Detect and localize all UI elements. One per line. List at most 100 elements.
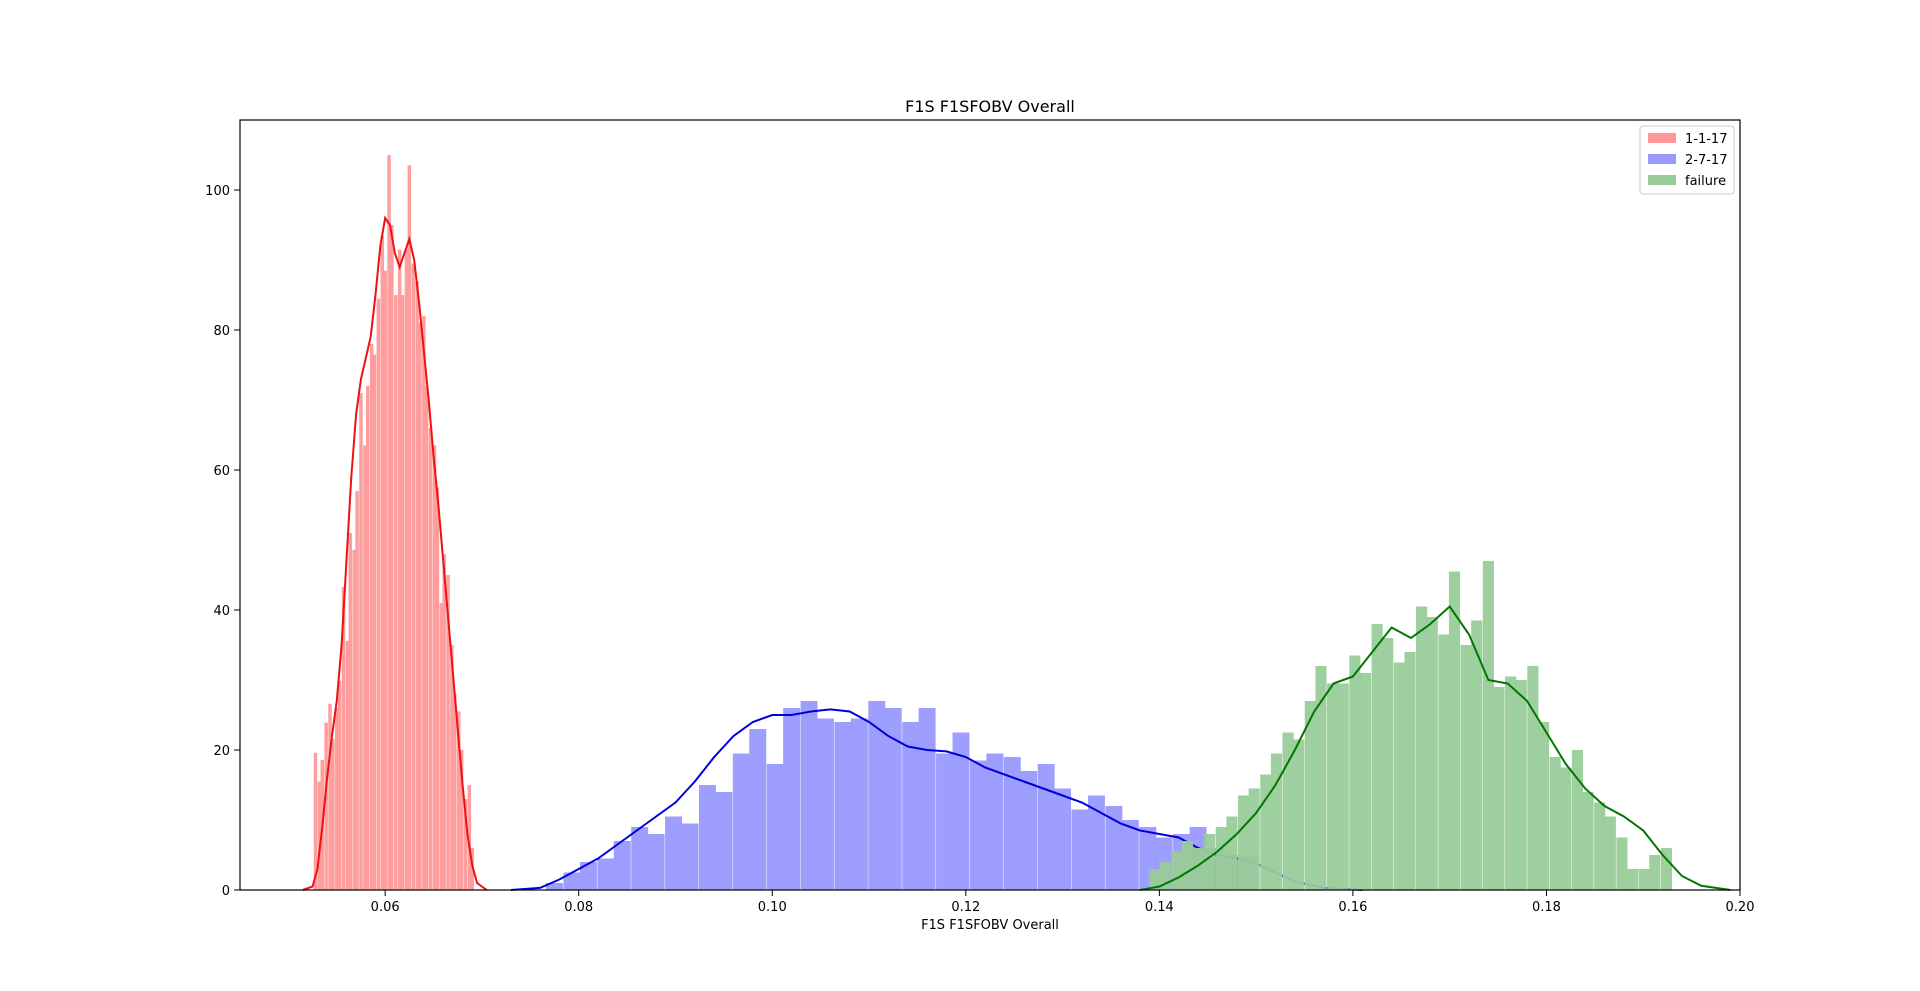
histogram-bar xyxy=(1204,834,1216,890)
histogram-bar xyxy=(850,718,868,890)
histogram-bar xyxy=(400,295,405,890)
kde-line xyxy=(302,215,488,891)
histogram-bar xyxy=(1304,701,1316,890)
histogram-bar xyxy=(579,862,597,890)
legend-label: 1-1-17 xyxy=(1685,132,1727,147)
histogram-bar xyxy=(732,753,750,890)
histogram-bar xyxy=(1148,869,1161,890)
histogram-bar xyxy=(1582,792,1594,890)
y-tick-label: 0 xyxy=(222,884,230,899)
histogram-bar xyxy=(345,640,350,890)
histogram-bar xyxy=(394,295,398,890)
histogram-bar xyxy=(834,722,852,890)
histogram-bar xyxy=(1105,806,1123,890)
histogram-bar xyxy=(324,722,328,890)
x-tick-label: 0.16 xyxy=(1338,900,1367,915)
histogram-bar xyxy=(1171,851,1183,890)
axes-frame xyxy=(239,119,1741,891)
kde-line xyxy=(1139,604,1731,891)
histogram-bar xyxy=(411,263,415,890)
histogram-bar xyxy=(783,708,801,890)
histogram-bar xyxy=(1493,687,1505,890)
x-tick-label: 0.06 xyxy=(371,900,400,915)
histogram-bar xyxy=(1315,666,1327,890)
histogram-bar xyxy=(1660,848,1673,890)
histogram-bar xyxy=(428,428,433,890)
histogram-bar xyxy=(1527,666,1539,890)
histogram-bar xyxy=(1471,620,1483,890)
y-axis: 0 20 40 60 80 100 xyxy=(205,184,240,899)
histogram-bar xyxy=(390,225,394,890)
histogram-bar xyxy=(372,354,377,890)
histogram-bar xyxy=(422,316,426,890)
series-2-group xyxy=(1139,561,1731,891)
histogram-bar xyxy=(936,753,953,890)
x-tick-label: 0.14 xyxy=(1145,900,1174,915)
x-tick-label: 0.20 xyxy=(1726,900,1755,915)
histogram-bar xyxy=(335,708,339,890)
histogram-bar xyxy=(1159,862,1171,890)
x-tick-label: 0.12 xyxy=(951,900,980,915)
legend-swatch xyxy=(1648,175,1676,185)
histogram-bar xyxy=(1604,816,1616,890)
histogram-bar xyxy=(1505,676,1517,890)
legend-swatch xyxy=(1648,133,1676,143)
histogram-bar xyxy=(1181,841,1193,890)
histogram-bar xyxy=(1260,774,1272,890)
legend-label: failure xyxy=(1685,174,1726,189)
histogram-bar xyxy=(884,708,902,890)
histogram-bar xyxy=(952,732,970,890)
histogram-bar xyxy=(918,708,936,890)
histogram-bar xyxy=(418,323,422,890)
y-tick-label: 80 xyxy=(213,324,230,339)
legend: 1-1-17 2-7-17 failure xyxy=(1639,125,1735,195)
histogram-bar xyxy=(442,554,446,890)
histogram-bar xyxy=(369,344,374,890)
histogram-bar xyxy=(337,680,342,890)
histogram-bar xyxy=(1515,680,1527,890)
histogram-bar xyxy=(348,533,353,890)
histogram-bar xyxy=(1448,571,1461,890)
histogram-bar xyxy=(1571,750,1583,890)
histogram-bar xyxy=(1020,771,1038,890)
histogram-bar xyxy=(1327,683,1339,890)
histogram-bar xyxy=(1549,757,1561,890)
histogram-bar xyxy=(715,792,733,890)
histogram-bar xyxy=(665,816,683,890)
x-tick-label: 0.10 xyxy=(758,900,787,915)
histogram-bar xyxy=(1293,739,1305,890)
series-0-group xyxy=(302,155,488,891)
histogram-bar xyxy=(1215,827,1227,890)
histogram-bar xyxy=(1193,848,1205,890)
histogram-bar xyxy=(1537,722,1550,890)
histogram-bar xyxy=(647,834,665,890)
histogram-bar xyxy=(1087,795,1105,890)
histogram-bar xyxy=(1616,837,1628,890)
histogram-bar xyxy=(986,753,1004,890)
chart-title: F1S F1SFOBV Overall xyxy=(905,97,1075,116)
histogram-bar xyxy=(1649,855,1661,890)
histogram-bar xyxy=(446,575,450,890)
y-tick-label: 60 xyxy=(213,464,230,479)
histogram-bar xyxy=(969,760,987,890)
histogram-bar xyxy=(1638,869,1650,890)
histogram-bar xyxy=(1416,606,1428,890)
histogram-bar xyxy=(1594,802,1606,890)
histogram-bar xyxy=(1054,788,1072,890)
histogram-bar xyxy=(546,883,563,890)
y-tick-label: 20 xyxy=(213,744,230,759)
legend-swatch xyxy=(1648,154,1676,164)
histogram-bar xyxy=(1349,655,1361,890)
histogram-bar xyxy=(1393,662,1405,890)
histogram-bar xyxy=(1627,869,1639,890)
histogram-bar xyxy=(1482,561,1494,890)
histogram-bar xyxy=(341,586,346,890)
histogram-bar xyxy=(407,165,412,890)
histogram-bar xyxy=(631,827,649,890)
histogram-bar xyxy=(459,750,464,890)
histogram-bar xyxy=(331,738,335,890)
histogram-bar xyxy=(1237,795,1250,890)
histogram-bar xyxy=(453,694,457,890)
histogram-bar xyxy=(1438,634,1450,890)
